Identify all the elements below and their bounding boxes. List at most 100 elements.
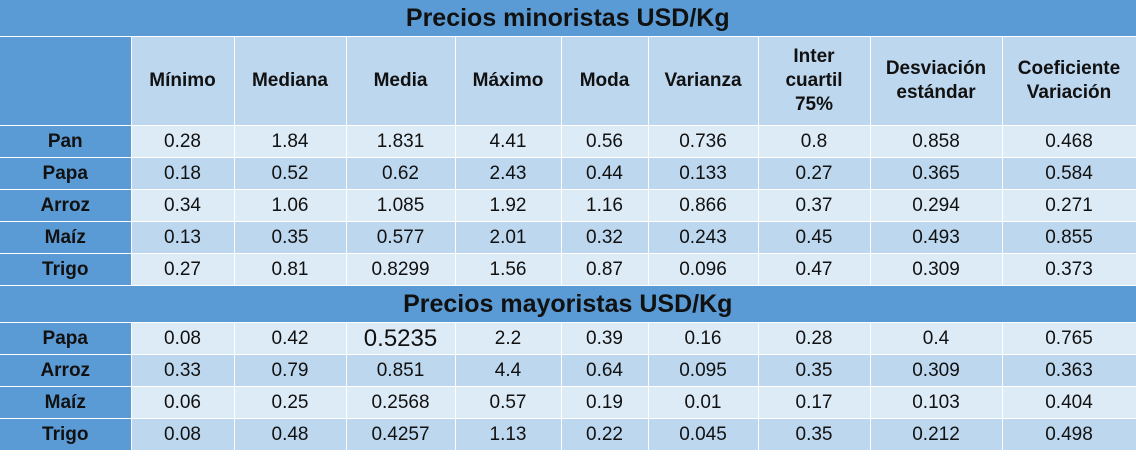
table-row: Trigo 0.27 0.81 0.8299 1.56 0.87 0.096 0.47 0.30… [0, 253, 1136, 286]
table-cell: 0.365 [870, 157, 1003, 190]
table-cell: 1.56 [455, 253, 562, 286]
table-cell: 0.363 [1002, 354, 1136, 387]
table-cell: 0.866 [648, 189, 759, 222]
table-cell: 0.56 [561, 125, 649, 158]
table-cell: 1.92 [455, 189, 562, 222]
row-label: Trigo [0, 418, 132, 451]
column-header-line: Variación [1026, 82, 1112, 103]
column-header-line: Moda [579, 70, 630, 91]
table-cell: 0.79 [234, 354, 347, 387]
table-cell: 0.103 [870, 386, 1003, 419]
row-label: Papa [0, 157, 132, 190]
table-cell: 0.765 [1002, 322, 1136, 355]
table-cell: 0.858 [870, 125, 1003, 158]
table-cell: 0.133 [648, 157, 759, 190]
column-header-line: Desviación [885, 58, 987, 79]
table-cell: 0.468 [1002, 125, 1136, 158]
table-cell: 0.2568 [346, 386, 456, 419]
column-header: Media [346, 36, 456, 126]
table-cell: 0.096 [648, 253, 759, 286]
table-cell: 2.43 [455, 157, 562, 190]
section-title-wholesale: Precios mayoristas USD/Kg [0, 285, 1136, 323]
table-cell: 0.08 [131, 322, 235, 355]
table-cell: 0.47 [758, 253, 871, 286]
column-header-line: Mediana [251, 70, 329, 91]
table-cell: 0.309 [870, 354, 1003, 387]
table-cell: 0.5235 [346, 322, 456, 355]
section-title-retail: Precios minoristas USD/Kg [0, 0, 1136, 37]
column-header-line: Máximo [472, 70, 544, 91]
table-cell: 0.62 [346, 157, 456, 190]
table-cell: 4.41 [455, 125, 562, 158]
table-cell: 0.45 [758, 221, 871, 254]
table-row: Maíz 0.13 0.35 0.577 2.01 0.32 0.243 0.45 0.493 0… [0, 221, 1136, 254]
column-header-line: Mínimo [149, 70, 216, 91]
column-header: Mediana [234, 36, 347, 126]
table-cell: 0.851 [346, 354, 456, 387]
table-row: Papa 0.08 0.42 0.5235 2.2 0.39 0.16 0.28 0.4 0.76… [0, 322, 1136, 355]
table-cell: 0.271 [1002, 189, 1136, 222]
row-label: Pan [0, 125, 132, 158]
column-header-line: cuartil [785, 70, 843, 91]
table-cell: 0.34 [131, 189, 235, 222]
table-cell: 0.35 [758, 354, 871, 387]
table-cell: 0.404 [1002, 386, 1136, 419]
table-cell: 0.48 [234, 418, 347, 451]
table-cell: 1.085 [346, 189, 456, 222]
table-row: Pan 0.28 1.84 1.831 4.41 0.56 0.736 0.8 0.858 0.4… [0, 125, 1136, 158]
table-cell: 0.33 [131, 354, 235, 387]
table-cell: 0.32 [561, 221, 649, 254]
table-cell: 0.44 [561, 157, 649, 190]
column-header-line: 75% [794, 94, 834, 115]
table-cell: 0.584 [1002, 157, 1136, 190]
table-cell: 0.4257 [346, 418, 456, 451]
table-cell: 0.35 [758, 418, 871, 451]
column-header: Máximo [455, 36, 562, 126]
table-cell: 0.373 [1002, 253, 1136, 286]
column-header-line: Media [373, 70, 428, 91]
column-header-line: estándar [896, 82, 976, 103]
table-cell: 0.17 [758, 386, 871, 419]
table-cell: 0.39 [561, 322, 649, 355]
table-cell: 2.2 [455, 322, 562, 355]
table-cell: 4.4 [455, 354, 562, 387]
table-cell: 0.4 [870, 322, 1003, 355]
column-header: Inter cuartil 75% [758, 36, 871, 126]
table-cell: 0.498 [1002, 418, 1136, 451]
row-label: Papa [0, 322, 132, 355]
table-row: Trigo 0.08 0.48 0.4257 1.13 0.22 0.045 0.35 0.21… [0, 418, 1136, 451]
row-label: Trigo [0, 253, 132, 286]
table-cell: 0.25 [234, 386, 347, 419]
table-cell: 0.42 [234, 322, 347, 355]
table-cell: 0.493 [870, 221, 1003, 254]
table-cell: 0.19 [561, 386, 649, 419]
table-row: Arroz 0.33 0.79 0.851 4.4 0.64 0.095 0.35 0.309 0… [0, 354, 1136, 387]
table-cell: 1.13 [455, 418, 562, 451]
table-row: Papa 0.18 0.52 0.62 2.43 0.44 0.133 0.27 0.365 0.… [0, 157, 1136, 190]
table-cell: 0.27 [758, 157, 871, 190]
column-header: Varianza [648, 36, 759, 126]
table-cell: 0.64 [561, 354, 649, 387]
table-cell: 0.243 [648, 221, 759, 254]
table-cell: 1.84 [234, 125, 347, 158]
table-cell: 0.18 [131, 157, 235, 190]
table-cell: 0.57 [455, 386, 562, 419]
table-cell: 1.06 [234, 189, 347, 222]
table-cell: 0.08 [131, 418, 235, 451]
table-cell: 0.855 [1002, 221, 1136, 254]
table-row: Arroz 0.34 1.06 1.085 1.92 1.16 0.866 0.37 0.294… [0, 189, 1136, 222]
table-cell: 0.27 [131, 253, 235, 286]
table-cell: 2.01 [455, 221, 562, 254]
column-header-line: Inter [793, 46, 835, 67]
header-corner [0, 36, 132, 126]
table-cell: 0.06 [131, 386, 235, 419]
table-cell: 0.095 [648, 354, 759, 387]
table-row: Maíz 0.06 0.25 0.2568 0.57 0.19 0.01 0.17 0.103 0… [0, 386, 1136, 419]
table-cell: 0.81 [234, 253, 347, 286]
row-label: Maíz [0, 221, 132, 254]
column-header: Mínimo [131, 36, 235, 126]
table-cell: 0.309 [870, 253, 1003, 286]
table-cell: 0.87 [561, 253, 649, 286]
table-cell: 1.831 [346, 125, 456, 158]
table-cell: 0.16 [648, 322, 759, 355]
